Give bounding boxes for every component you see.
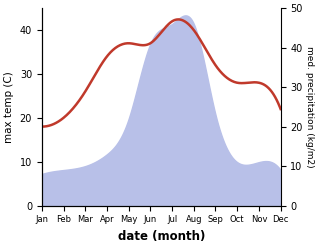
Y-axis label: med. precipitation (kg/m2): med. precipitation (kg/m2) [305, 46, 314, 168]
X-axis label: date (month): date (month) [118, 230, 205, 243]
Y-axis label: max temp (C): max temp (C) [4, 71, 14, 143]
